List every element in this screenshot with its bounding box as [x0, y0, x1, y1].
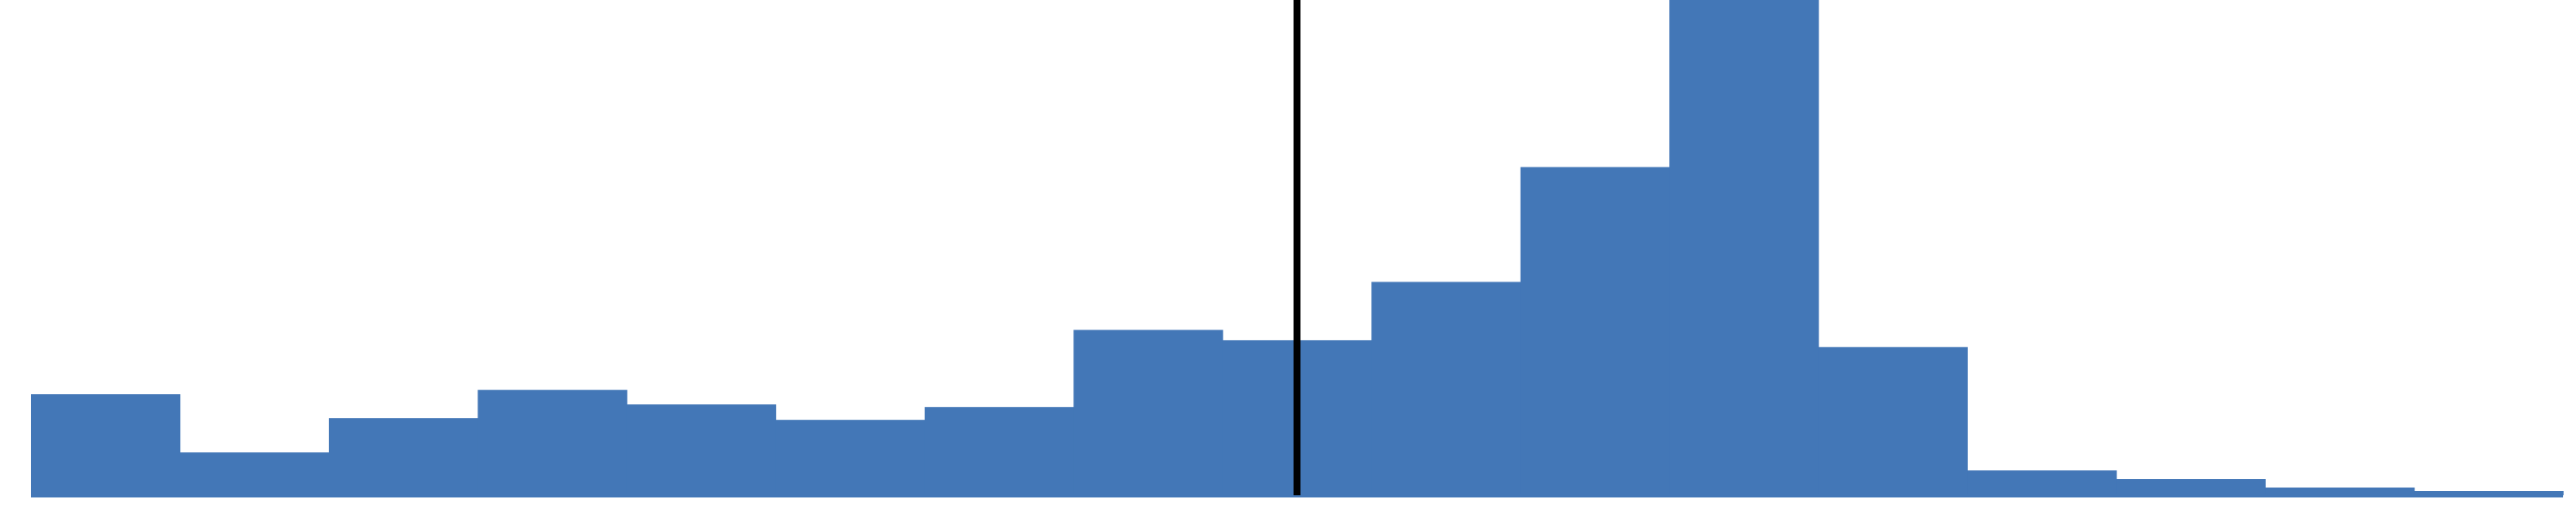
histogram-bar-2 [179, 452, 330, 495]
histogram-bar-10 [1371, 282, 1522, 495]
histogram-bar-6 [775, 420, 926, 495]
histogram-bar-8 [1073, 330, 1224, 495]
histogram-bar-7 [924, 407, 1074, 495]
histogram-bar-12 [1669, 0, 1820, 495]
histogram-bar-1 [31, 394, 181, 495]
histogram-bar-14 [1967, 470, 2117, 495]
histogram-bar-5 [626, 404, 776, 495]
histogram-bar-3 [328, 418, 479, 495]
histogram-bar-16 [2265, 488, 2415, 495]
histogram-bar-4 [477, 390, 628, 495]
histogram-bar-17 [2414, 491, 2564, 495]
histogram-bar-11 [1520, 167, 1670, 495]
histogram-bar-15 [2116, 479, 2266, 495]
bars-layer [31, 0, 2564, 495]
histogram-bar-13 [1818, 347, 1968, 495]
